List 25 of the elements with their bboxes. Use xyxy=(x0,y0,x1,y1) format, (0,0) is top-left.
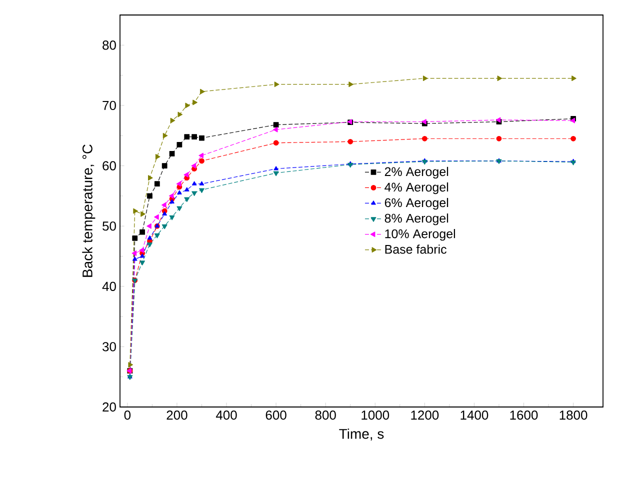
x-tick-label: 1400 xyxy=(460,410,488,420)
y-axis-title: Back temperature, °C xyxy=(82,144,96,277)
legend-label: 8% Aerogel xyxy=(384,213,448,226)
x-axis-title: Time, s xyxy=(339,428,384,441)
y-tick-label: 60 xyxy=(102,161,116,170)
legend-label: 6% Aerogel xyxy=(384,198,448,210)
x-tick-label: 200 xyxy=(166,410,188,420)
x-tick-label: 600 xyxy=(266,410,286,420)
legend-label: 2% Aerogel xyxy=(384,166,448,179)
x-tick-label: 1000 xyxy=(362,410,390,420)
x-tick-label: 1600 xyxy=(510,410,538,420)
x-tick-label: 400 xyxy=(216,410,237,420)
y-tick-label: 50 xyxy=(102,221,116,231)
y-tick-label: 20 xyxy=(102,402,116,412)
legend-label: Base fabric xyxy=(385,244,446,254)
y-tick-label: 40 xyxy=(102,282,116,291)
legend-label: 10% Aerogel xyxy=(385,229,456,241)
x-tick-label: 1200 xyxy=(411,410,439,420)
x-tick-label: 1800 xyxy=(560,410,588,420)
y-tick-label: 80 xyxy=(102,40,116,50)
y-tick-label: 70 xyxy=(102,100,116,110)
legend-label: 4% Aerogel xyxy=(384,182,448,194)
x-tick-label: 800 xyxy=(315,410,336,420)
y-tick-label: 30 xyxy=(102,342,116,352)
x-tick-label: 0 xyxy=(124,410,131,420)
